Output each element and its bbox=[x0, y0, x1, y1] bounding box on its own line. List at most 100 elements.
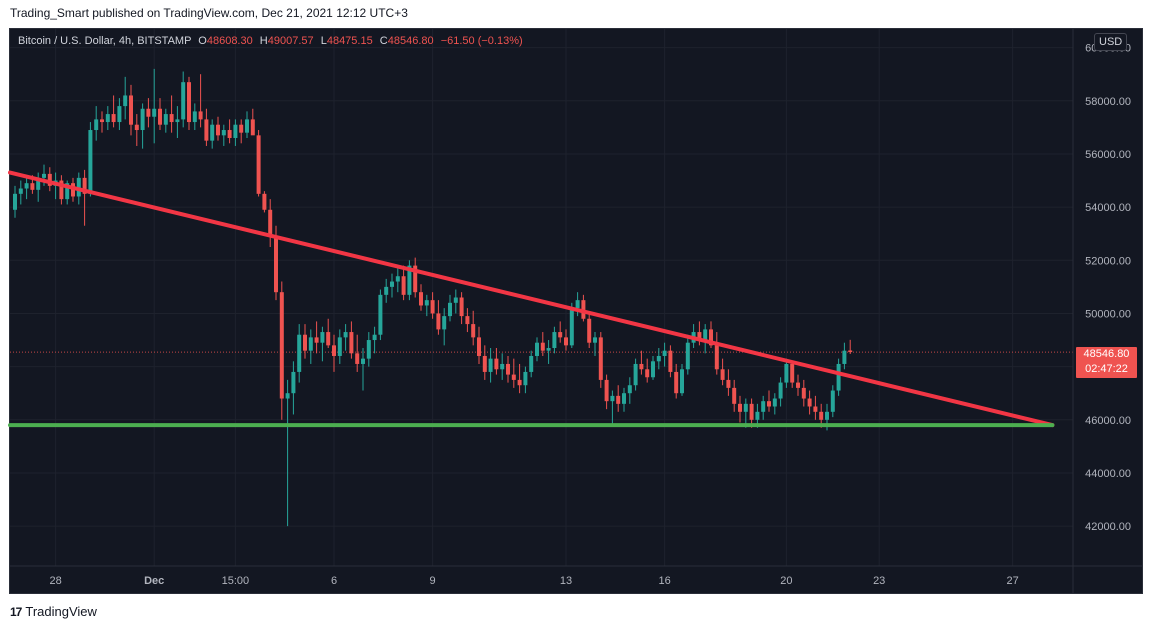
candle bbox=[639, 350, 644, 375]
footer-brand[interactable]: 17 TradingView bbox=[10, 604, 97, 619]
candle-body bbox=[314, 337, 319, 343]
candle-body bbox=[158, 108, 162, 125]
candle-body bbox=[511, 374, 516, 380]
candle bbox=[366, 332, 371, 367]
legend-change: −61.50 (−0.13%) bbox=[440, 35, 523, 47]
candle bbox=[337, 329, 342, 364]
candle bbox=[308, 329, 313, 364]
candle-body bbox=[210, 124, 215, 141]
x-tick-label: 15:00 bbox=[222, 575, 250, 587]
candle bbox=[738, 395, 742, 423]
candle bbox=[372, 326, 377, 354]
trend-line bbox=[8, 170, 1055, 428]
candle-body bbox=[453, 297, 458, 303]
candle-body bbox=[198, 111, 203, 120]
candle-body bbox=[30, 183, 35, 190]
legend-close: 48546.80 bbox=[387, 35, 434, 47]
candle-body bbox=[233, 124, 238, 138]
candle bbox=[703, 324, 708, 354]
candle-body bbox=[720, 369, 725, 380]
candle-body bbox=[697, 332, 702, 341]
candle bbox=[140, 103, 145, 149]
candle-body bbox=[88, 130, 93, 194]
last-price-tag: 48546.80 02:47:22 bbox=[1076, 347, 1137, 378]
currency-selector[interactable]: USD bbox=[1094, 33, 1128, 51]
candle-body bbox=[343, 332, 348, 338]
candle bbox=[36, 172, 41, 202]
candle-body bbox=[134, 124, 139, 131]
chart-legend: Bitcoin / U.S. Dollar, 4h, BITSTAMP O486… bbox=[18, 35, 523, 47]
candle-body bbox=[645, 369, 650, 378]
candle-body bbox=[726, 379, 731, 388]
candle bbox=[494, 348, 499, 375]
candle-body bbox=[94, 119, 99, 131]
candle-body bbox=[610, 395, 615, 402]
candle bbox=[552, 326, 557, 354]
candle bbox=[836, 358, 841, 396]
candle-body bbox=[349, 332, 354, 354]
candle-body bbox=[221, 130, 226, 136]
x-tick-label: 27 bbox=[1006, 575, 1018, 587]
legend-low-key: L bbox=[320, 35, 327, 47]
candle-body bbox=[848, 350, 853, 353]
candle-body bbox=[842, 350, 847, 364]
candle-body bbox=[372, 334, 377, 341]
candle bbox=[227, 119, 232, 144]
candle-body bbox=[778, 382, 783, 399]
candle bbox=[604, 374, 609, 410]
candle bbox=[291, 361, 296, 415]
y-tick-label: 56000.00 bbox=[1085, 149, 1131, 161]
candle bbox=[378, 289, 383, 341]
candle-body bbox=[424, 300, 429, 306]
candle-body bbox=[790, 363, 795, 383]
candle-body bbox=[662, 350, 667, 356]
candle bbox=[772, 393, 777, 415]
candle-body bbox=[529, 355, 534, 372]
candle-body bbox=[169, 114, 174, 123]
candle bbox=[511, 358, 516, 388]
candle bbox=[82, 169, 87, 226]
candle bbox=[384, 278, 389, 303]
candle bbox=[459, 292, 464, 325]
candle bbox=[448, 294, 452, 322]
y-tick-label: 52000.00 bbox=[1085, 255, 1131, 267]
candle bbox=[100, 111, 104, 133]
candle bbox=[424, 294, 429, 317]
candle bbox=[320, 326, 325, 362]
x-tick-label: 23 bbox=[873, 575, 885, 587]
candle bbox=[303, 324, 307, 359]
candle-body bbox=[546, 348, 551, 351]
candle bbox=[349, 321, 354, 359]
candle-body bbox=[401, 276, 406, 295]
candle bbox=[146, 98, 151, 128]
candle bbox=[477, 326, 481, 364]
candle bbox=[361, 348, 365, 391]
candle bbox=[656, 348, 661, 370]
candle-body bbox=[523, 371, 528, 386]
last-price: 48546.80 bbox=[1083, 348, 1130, 360]
candle bbox=[575, 292, 580, 317]
candle bbox=[610, 390, 615, 426]
candle bbox=[732, 379, 737, 412]
candle-body bbox=[320, 332, 325, 343]
candle bbox=[285, 379, 290, 527]
candle bbox=[94, 106, 99, 141]
candle-body bbox=[245, 119, 249, 133]
candle-body bbox=[256, 135, 261, 194]
grid bbox=[10, 29, 1073, 566]
candle bbox=[413, 257, 418, 298]
candle-body bbox=[366, 340, 371, 359]
candle bbox=[88, 122, 93, 197]
candle bbox=[117, 98, 122, 131]
candle-body bbox=[384, 286, 389, 295]
candle bbox=[500, 353, 505, 380]
candle bbox=[593, 332, 597, 356]
candle-body bbox=[337, 337, 342, 356]
candle-body bbox=[419, 292, 423, 306]
candles bbox=[13, 68, 853, 527]
candle-body bbox=[65, 183, 70, 200]
candle bbox=[662, 342, 667, 367]
candle bbox=[801, 379, 806, 407]
candle bbox=[529, 350, 534, 378]
